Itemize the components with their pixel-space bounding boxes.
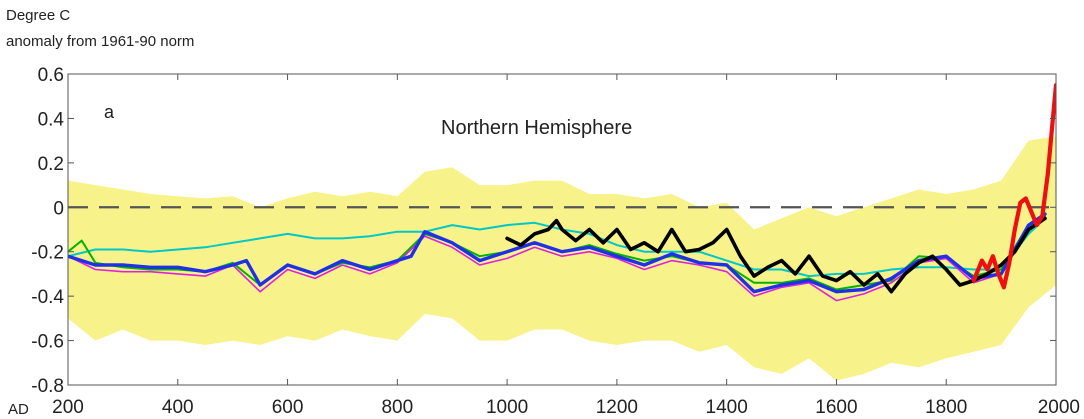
plot-frame: [67, 73, 1057, 386]
y-tick-label: 0: [53, 198, 64, 219]
x-tick-label: 1800: [925, 397, 967, 418]
x-tick-label: 200: [52, 397, 84, 418]
x-tick-label: 1600: [815, 397, 857, 418]
x-tick-label: 1000: [486, 397, 528, 418]
x-tick-label: 2000: [1038, 397, 1080, 418]
x-axis-prefix: AD: [8, 401, 29, 418]
x-tick-label: 1200: [596, 397, 638, 418]
y-tick-label: 0.4: [38, 109, 65, 130]
series-line-6: [971, 82, 1056, 290]
plot-area: [67, 73, 1057, 386]
uncertainty-band: [68, 136, 1056, 381]
y-tick-label: -0.4: [31, 287, 64, 308]
y-tick-label: 0.6: [38, 65, 64, 86]
chart-title: Northern Hemisphere: [441, 117, 632, 139]
y-tick-label: -0.8: [31, 376, 64, 397]
x-tick-label: 600: [272, 397, 304, 418]
y-tick-label: -0.6: [31, 332, 64, 353]
y-axis-label-line-1: Degree C: [6, 7, 70, 24]
y-tick-label: 0.2: [38, 154, 64, 175]
panel-label: a: [104, 102, 115, 122]
y-axis-label-line-2: anomaly from 1961-90 norm: [6, 33, 194, 50]
x-tick-label: 400: [162, 397, 194, 418]
series-line-5: [505, 216, 1047, 294]
x-tick-label: 800: [381, 397, 413, 418]
x-tick-label: 1400: [706, 397, 748, 418]
y-tick-label: -0.2: [31, 243, 64, 264]
